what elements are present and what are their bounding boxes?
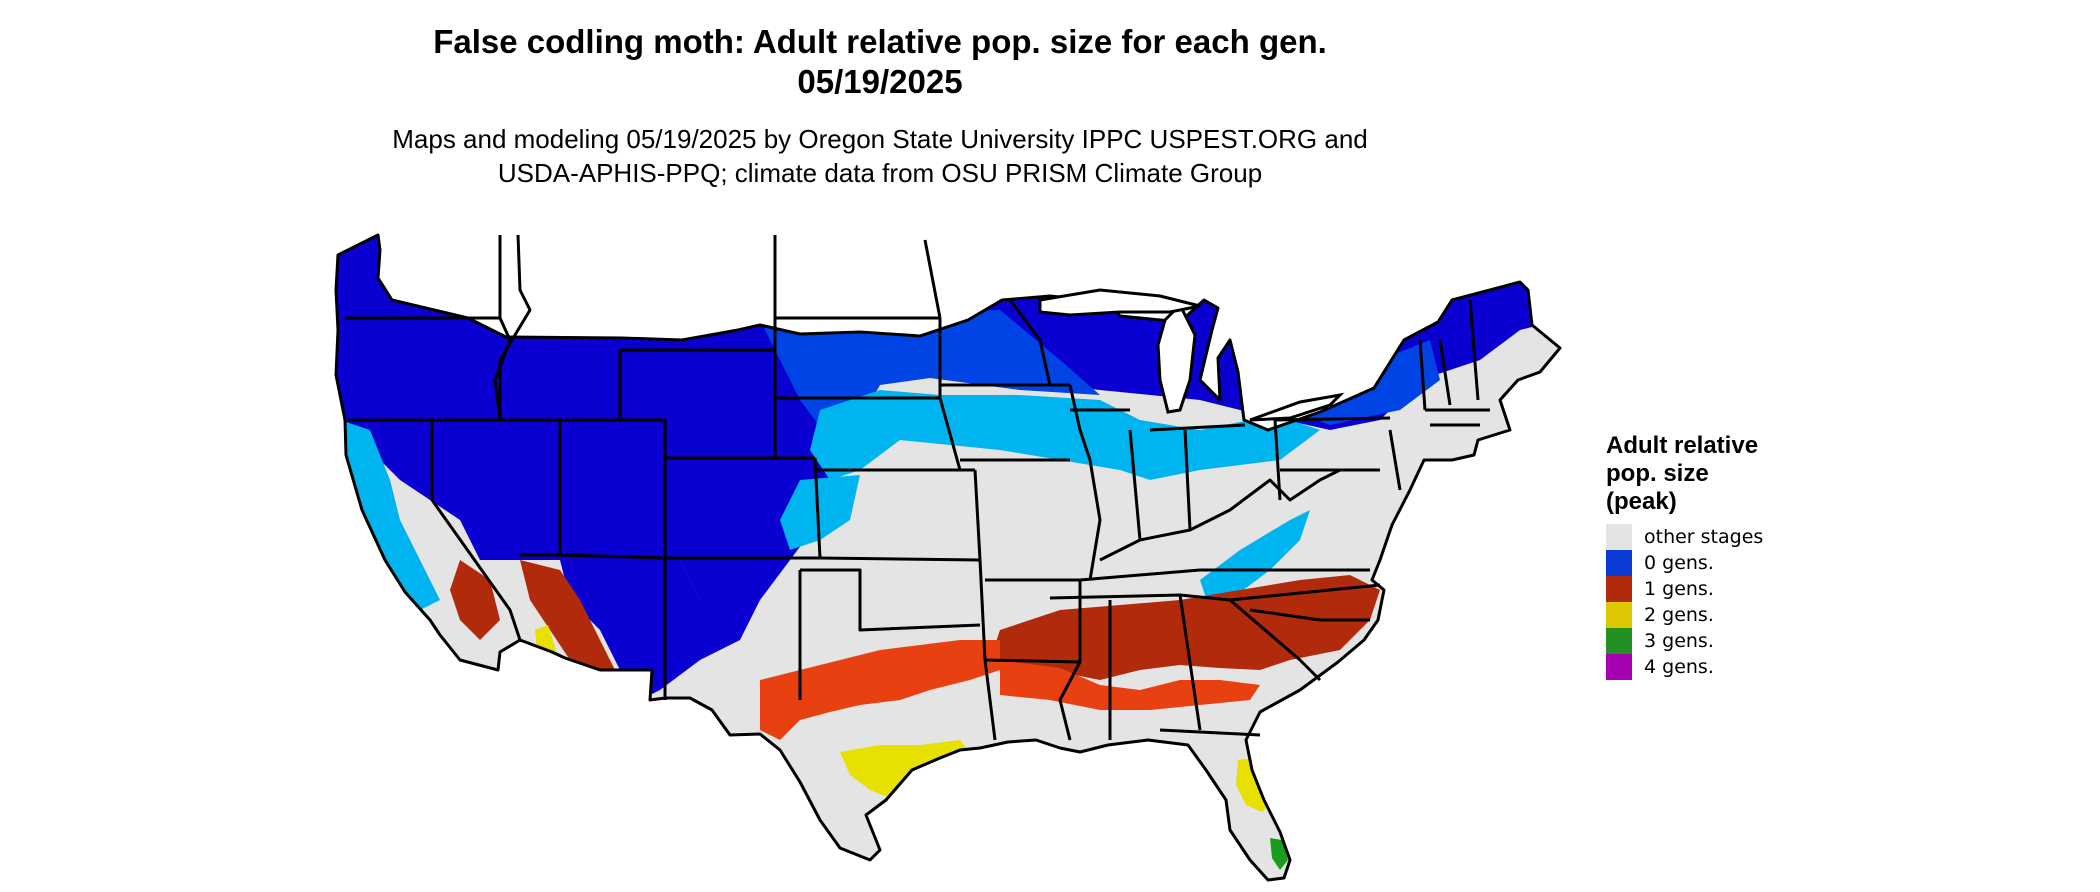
legend-swatch-other-stages <box>1606 524 1632 550</box>
border-tn-ms <box>1049 593 1231 602</box>
border-ga-sc <box>1229 598 1322 682</box>
border-il-in <box>1128 429 1142 541</box>
legend-swatch-0-gens <box>1606 550 1632 576</box>
border-ar-ms <box>1058 580 1082 741</box>
map-title-line-1: False codling moth: Adult relative pop. … <box>433 23 1327 60</box>
border-ks-mo <box>973 469 982 561</box>
region-red-southwest <box>520 560 620 690</box>
legend-swatch-1-gens <box>1606 576 1632 602</box>
border-nc-sc <box>1249 608 1370 622</box>
legend-label-1-gens: 1 gens. <box>1644 578 1714 600</box>
map-legend: Adult relative pop. size (peak) other st… <box>1606 432 1826 680</box>
border-mi-oh <box>1149 423 1246 432</box>
border-pa-ny <box>1274 416 1391 422</box>
border-ca-nv <box>430 420 522 641</box>
region-light-blue-plains <box>780 475 860 550</box>
legend-item-0-gens: 0 gens. <box>1606 550 1826 576</box>
border-nd-mn <box>923 239 942 319</box>
legend-title-line-2: pop. size <box>1606 460 1709 487</box>
legend-item-1-gens: 1 gens. <box>1606 576 1826 602</box>
border-nh-me <box>1468 299 1480 401</box>
us-map <box>320 220 1590 892</box>
border-ny-vt <box>1418 339 1427 411</box>
border-ky-in <box>1099 508 1231 562</box>
region-orange-texas <box>760 640 1000 740</box>
border-mn-wi <box>1008 299 1052 386</box>
legend-item-4-gens: 4 gens. <box>1606 654 1826 680</box>
legend-label-3-gens: 3 gens. <box>1644 630 1714 652</box>
border-ar-la <box>984 658 1081 664</box>
legend-label-0-gens: 0 gens. <box>1644 552 1714 574</box>
border-mo-il <box>1088 459 1102 581</box>
border-ga-fl <box>1159 728 1261 737</box>
legend-title-line-1: Adult relative <box>1606 432 1759 459</box>
great-lakes <box>1038 288 1345 422</box>
border-ut-az <box>559 553 666 560</box>
map-subtitle-line-1: Maps and modeling 05/19/2025 by Oregon S… <box>392 124 1368 154</box>
border-vt-nh <box>1438 339 1452 406</box>
border-wv-va <box>1229 468 1341 512</box>
map-title-date: 05/19/2025 <box>797 63 963 100</box>
border-ne-ia <box>938 397 962 471</box>
border-ia-il <box>1068 384 1092 461</box>
region-light-blue-midwest <box>810 390 1320 480</box>
legend-item-3-gens: 3 gens. <box>1606 628 1826 654</box>
border-tx-la <box>983 659 997 741</box>
lake-erie <box>1249 392 1345 422</box>
region-light-blue-westcoast <box>340 420 440 610</box>
border-co-ks <box>813 457 822 559</box>
border-in-oh <box>1183 429 1192 531</box>
border-or-id <box>493 317 512 421</box>
legend-label-other-stages: other stages <box>1644 526 1764 548</box>
us-map-svg <box>334 233 1562 882</box>
legend-label-2-gens: 2 gens. <box>1644 604 1714 626</box>
border-nj <box>1388 429 1402 491</box>
legend-swatch-2-gens <box>1606 602 1632 628</box>
map-title: False codling moth: Adult relative pop. … <box>0 22 1760 102</box>
legend-label-4-gens: 4 gens. <box>1644 656 1714 678</box>
border-ky-tn <box>1079 568 1370 582</box>
lake-superior <box>1038 288 1201 317</box>
border-va-nc <box>1229 583 1381 602</box>
border-ok-panhandle <box>800 568 981 632</box>
legend-item-2-gens: 2 gens. <box>1606 602 1826 628</box>
legend-swatch-4-gens <box>1606 654 1632 680</box>
region-light-blue-appalachia <box>1200 510 1310 610</box>
border-oh-pa <box>1273 419 1282 501</box>
border-ok-ar <box>978 559 987 661</box>
border-al-ga <box>1178 594 1202 731</box>
lake-michigan <box>1156 302 1197 414</box>
legend-swatch-3-gens <box>1606 628 1632 654</box>
map-subtitle-line-2: USDA-APHIS-PPQ; climate data from OSU PR… <box>497 158 1263 188</box>
border-ks-ok <box>819 556 981 562</box>
map-subtitle: Maps and modeling 05/19/2025 by Oregon S… <box>0 122 1760 190</box>
legend-title: Adult relative pop. size (peak) <box>1606 432 1826 516</box>
border-ut-wy <box>620 418 667 458</box>
border-id-mt <box>498 234 532 420</box>
state-borders <box>334 233 1562 882</box>
legend-item-other-stages: other stages <box>1606 524 1826 550</box>
legend-title-line-3: (peak) <box>1606 488 1677 515</box>
